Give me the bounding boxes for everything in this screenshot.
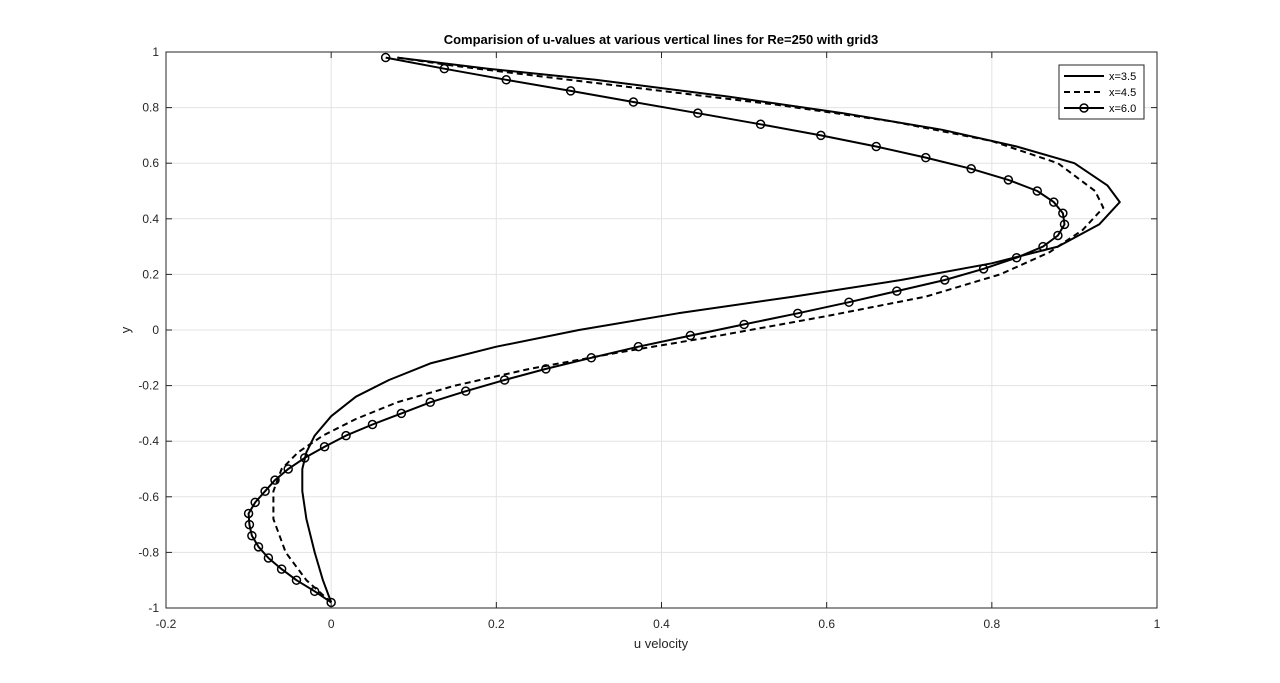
data-point-marker <box>1003 175 1014 185</box>
data-point-marker <box>685 330 696 341</box>
series-x=6.0 <box>243 52 1070 608</box>
data-point-marker <box>309 586 320 597</box>
data-point-marker <box>755 119 766 130</box>
data-point-marker <box>1049 197 1059 207</box>
legend: x=3.5 x=4.5 x=6.0 <box>1058 64 1145 120</box>
data-point-marker <box>501 75 511 85</box>
data-point-marker <box>565 86 576 96</box>
data-point-marker <box>439 63 450 74</box>
x-axis-label: u velocity <box>634 636 689 651</box>
data-point-marker <box>461 386 471 396</box>
data-point-marker <box>299 453 310 463</box>
data-point-marker <box>1059 219 1070 230</box>
data-point-marker <box>1032 186 1043 196</box>
series-layer <box>243 52 1121 608</box>
y-tick-label: 1 <box>152 45 159 59</box>
y-tick-label: 0 <box>152 323 159 337</box>
data-point-marker <box>978 264 989 274</box>
data-point-marker <box>260 486 270 496</box>
y-axis-label: y <box>118 326 133 333</box>
data-point-marker <box>380 52 391 63</box>
x-tick-label: 0 <box>328 617 335 631</box>
legend-label: x=3.5 <box>1109 71 1136 83</box>
data-point-marker <box>367 419 378 430</box>
y-tick-label: -0.6 <box>138 490 159 504</box>
y-tick-label: -1 <box>148 601 159 615</box>
legend-marker <box>1079 103 1089 113</box>
data-point-marker <box>586 353 597 363</box>
series-line <box>247 56 1066 604</box>
data-point-marker <box>253 542 264 552</box>
data-point-marker <box>1011 252 1022 263</box>
x-tick-label: 1 <box>1154 617 1161 631</box>
y-tick-label: -0.4 <box>138 434 159 448</box>
data-point-marker <box>844 297 854 307</box>
chart-title: Comparision of u-values at various verti… <box>444 32 879 47</box>
series-line <box>272 56 1105 604</box>
y-tick-label: 0.4 <box>142 212 159 226</box>
x-tick-label: 0.8 <box>983 617 1000 631</box>
x-tick-label: -0.2 <box>156 617 177 631</box>
data-point-marker <box>263 553 274 563</box>
data-point-marker <box>921 152 931 163</box>
data-point-marker <box>541 364 551 374</box>
data-point-marker <box>628 97 639 107</box>
y-tick-label: 0.6 <box>142 156 159 170</box>
axis-ticks: -0.2 0 0.2 0.4 0.6 0.8 1 -1 -0.8 -0.6 -0.4 -0.2 0 0.2… <box>138 45 1160 631</box>
data-point-marker <box>739 319 749 330</box>
legend-box <box>1058 64 1145 120</box>
data-point-marker <box>250 497 260 508</box>
data-point-marker <box>247 530 257 541</box>
x-tick-label: 0.4 <box>653 617 670 631</box>
x-tick-label: 0.6 <box>818 617 835 631</box>
data-point-marker <box>244 519 255 530</box>
data-point-marker <box>1038 241 1048 252</box>
data-point-marker <box>816 130 826 141</box>
legend-label: x=6.0 <box>1109 103 1136 115</box>
y-tick-label: -0.8 <box>138 545 159 559</box>
data-point-marker <box>1053 230 1063 241</box>
data-point-marker <box>1058 208 1068 218</box>
data-point-marker <box>499 375 510 385</box>
data-point-marker <box>871 141 881 152</box>
data-point-marker <box>633 341 644 352</box>
data-point-marker <box>291 575 302 585</box>
data-point-marker <box>319 442 330 452</box>
data-point-marker <box>425 397 436 408</box>
y-tick-label: -0.2 <box>138 379 159 393</box>
data-point-marker <box>283 464 293 474</box>
data-point-marker <box>276 564 287 574</box>
data-point-marker <box>396 408 407 419</box>
legend-label: x=4.5 <box>1109 87 1136 99</box>
series-x=4.5 <box>272 56 1105 604</box>
data-point-marker <box>940 275 950 285</box>
data-point-marker <box>693 108 703 118</box>
y-tick-label: 0.8 <box>142 101 159 115</box>
y-tick-label: 0.2 <box>142 267 159 281</box>
data-point-marker <box>892 286 902 296</box>
data-point-marker <box>966 164 976 174</box>
data-point-marker <box>243 508 254 519</box>
data-point-marker <box>341 430 351 441</box>
data-point-marker <box>793 308 803 319</box>
data-point-marker <box>270 475 280 485</box>
x-tick-label: 0.2 <box>488 617 505 631</box>
